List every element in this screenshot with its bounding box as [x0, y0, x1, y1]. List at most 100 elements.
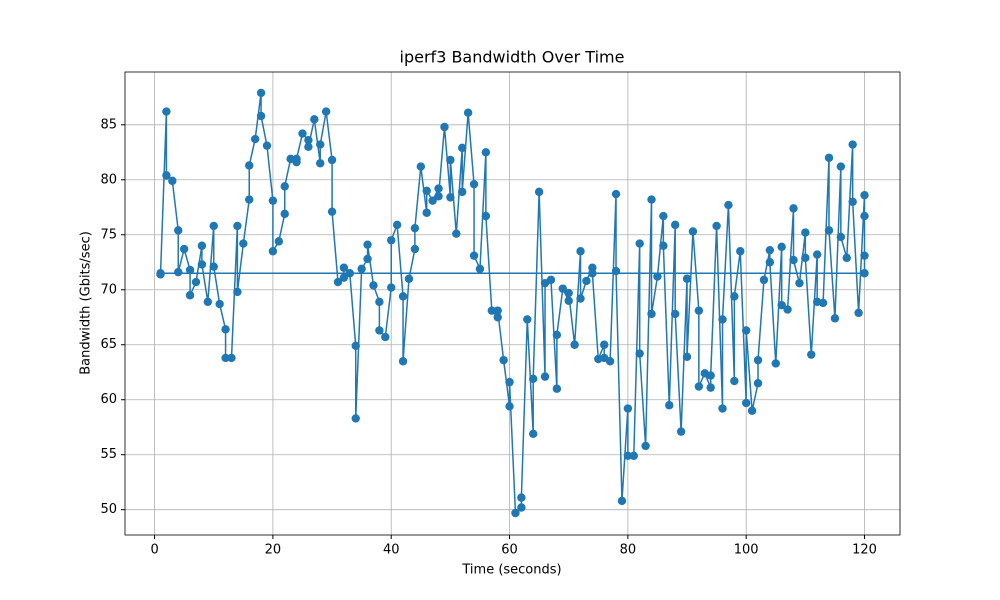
data-point — [469, 251, 479, 260]
data-point — [801, 228, 810, 237]
data-point — [860, 190, 869, 200]
data-point — [404, 274, 414, 283]
data-point — [801, 253, 810, 263]
data-point — [203, 297, 213, 307]
data-point — [854, 308, 863, 318]
y-tick-label: 70 — [100, 282, 117, 297]
data-point — [268, 247, 278, 256]
data-point — [824, 153, 834, 162]
data-point — [410, 223, 420, 233]
data-point — [812, 250, 822, 259]
data-point — [836, 162, 846, 171]
data-point — [688, 227, 698, 236]
y-tick-label: 50 — [100, 502, 117, 517]
data-point — [268, 196, 278, 205]
data-point — [197, 241, 207, 250]
data-point — [262, 141, 272, 150]
data-point — [647, 309, 656, 319]
data-point — [481, 211, 491, 221]
x-tick-label: 0 — [150, 543, 158, 558]
data-point — [670, 309, 680, 319]
data-point — [523, 315, 532, 324]
data-point — [830, 314, 840, 323]
data-point — [635, 349, 644, 358]
data-point — [452, 229, 461, 238]
y-tick-label: 60 — [100, 392, 117, 407]
data-point — [458, 187, 467, 197]
data-point — [298, 129, 307, 138]
data-point — [848, 140, 857, 149]
data-point — [233, 221, 242, 231]
data-point — [564, 288, 573, 298]
data-point — [499, 355, 508, 365]
data-point — [818, 298, 828, 308]
data-point — [162, 107, 171, 116]
data-point — [310, 115, 319, 124]
x-tick-label: 120 — [852, 543, 877, 558]
data-point — [765, 245, 775, 255]
data-point — [694, 382, 704, 391]
data-point — [771, 359, 780, 368]
data-point — [375, 326, 384, 335]
data-point — [505, 402, 514, 411]
data-point — [753, 379, 763, 388]
data-point — [339, 263, 349, 272]
data-point — [682, 352, 692, 362]
data-point — [558, 284, 567, 293]
data-point — [209, 221, 218, 231]
data-point — [842, 253, 851, 263]
data-point — [162, 171, 171, 180]
data-point — [458, 143, 467, 153]
data-point — [706, 371, 715, 380]
data-point — [481, 148, 491, 157]
data-point — [789, 204, 798, 213]
data-point — [469, 179, 479, 189]
data-point — [156, 269, 165, 278]
data-point — [505, 377, 514, 387]
data-point — [860, 251, 869, 260]
y-tick-label: 65 — [100, 337, 117, 352]
data-point — [410, 244, 420, 254]
plot-frame — [124, 71, 901, 536]
data-point — [860, 269, 869, 278]
data-point — [546, 275, 556, 285]
data-point — [327, 207, 337, 216]
data-point — [428, 196, 437, 205]
data-point — [239, 239, 248, 248]
data-point — [848, 197, 857, 206]
data-point — [245, 161, 254, 170]
data-point — [807, 350, 816, 359]
data-point — [552, 330, 562, 340]
data-point — [416, 162, 426, 171]
data-point — [517, 503, 526, 512]
data-point — [185, 291, 195, 300]
data-point — [381, 332, 390, 342]
chart-title: iperf3 Bandwidth Over Time — [400, 48, 625, 67]
data-point — [197, 260, 207, 269]
data-point — [363, 240, 372, 249]
data-point — [398, 292, 408, 301]
data-point — [221, 353, 230, 363]
data-point — [463, 108, 473, 117]
data-point — [351, 341, 360, 351]
y-tick-label: 85 — [100, 117, 117, 132]
data-point — [724, 200, 733, 210]
data-point — [824, 226, 834, 235]
data-point — [529, 374, 538, 384]
data-point — [256, 88, 266, 98]
data-point — [475, 264, 485, 274]
data-point — [233, 287, 242, 297]
data-point — [836, 232, 846, 242]
x-tick-label: 80 — [620, 543, 637, 558]
data-point — [304, 142, 313, 151]
x-tick-label: 40 — [383, 543, 400, 558]
data-point — [576, 294, 585, 303]
data-point — [387, 283, 396, 292]
data-point — [363, 254, 372, 264]
data-point — [682, 274, 692, 283]
data-point — [783, 305, 792, 314]
data-point — [540, 372, 550, 381]
data-point — [694, 306, 704, 315]
data-point — [635, 239, 644, 248]
data-point — [511, 508, 520, 518]
